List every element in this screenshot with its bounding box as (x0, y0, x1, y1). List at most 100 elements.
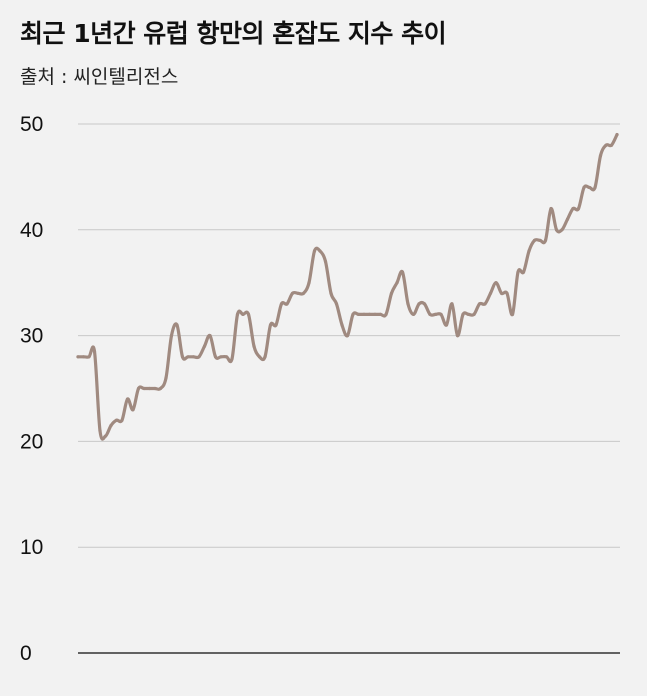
data-point (279, 302, 284, 306)
data-point (274, 323, 278, 327)
data-point (213, 355, 218, 359)
data-point (323, 259, 328, 264)
data-point (428, 312, 432, 316)
data-point (296, 291, 300, 295)
series-line-0 (76, 133, 619, 441)
data-point (241, 312, 245, 316)
data-point (263, 355, 267, 359)
data-point (510, 312, 515, 316)
data-point (142, 386, 146, 391)
data-point (461, 312, 465, 316)
data-point (615, 133, 619, 137)
data-point (499, 291, 504, 295)
data-point (439, 312, 443, 316)
data-point (576, 207, 581, 211)
data-point (208, 334, 212, 338)
data-point (230, 357, 234, 361)
series-group (76, 133, 619, 441)
data-point (505, 291, 509, 295)
data-point (378, 312, 383, 316)
data-point (422, 302, 427, 306)
data-point (351, 312, 355, 316)
data-point (417, 302, 421, 306)
data-point (301, 291, 306, 295)
data-point (285, 302, 289, 306)
y-tick-label-40: 40 (20, 219, 43, 242)
data-point (532, 238, 537, 242)
data-point (235, 312, 240, 316)
data-point (125, 397, 130, 401)
data-point (400, 270, 405, 274)
data-point (103, 434, 108, 438)
y-tick-label-20: 20 (20, 430, 43, 453)
y-tick-label-10: 10 (20, 536, 43, 559)
data-point (543, 238, 548, 242)
data-point (76, 355, 80, 359)
grid-lines (78, 123, 620, 654)
data-point (312, 249, 317, 253)
data-point (268, 323, 273, 327)
data-point (549, 207, 553, 211)
data-point (604, 143, 608, 147)
data-point (472, 312, 476, 316)
data-point (307, 281, 311, 285)
data-point (109, 423, 113, 428)
data-point (450, 302, 454, 306)
data-point (571, 207, 575, 211)
data-point (257, 355, 262, 359)
data-point (582, 185, 586, 190)
data-point (246, 312, 251, 316)
data-point (131, 408, 135, 412)
data-point (345, 334, 350, 338)
data-point (406, 302, 410, 306)
data-point (318, 249, 322, 253)
data-point (158, 386, 163, 391)
data-point (197, 355, 201, 359)
data-point (202, 344, 207, 348)
data-point (455, 334, 460, 338)
data-point (483, 302, 487, 306)
data-point (538, 238, 542, 242)
data-point (565, 217, 570, 221)
chart-source: 출처 : 씨인텔리전스 (20, 66, 179, 88)
data-point (81, 355, 86, 359)
data-point (98, 429, 102, 433)
data-point (186, 355, 190, 359)
data-point (444, 323, 449, 327)
data-point (153, 386, 157, 391)
data-point (180, 355, 185, 359)
data-point (560, 228, 564, 232)
data-point (367, 312, 372, 316)
y-tick-labels: 0 10 20 30 40 50 (20, 113, 43, 665)
data-point (224, 355, 229, 359)
data-point (554, 228, 559, 232)
data-point (384, 312, 388, 316)
data-point (609, 143, 614, 147)
y-tick-label-0: 0 (20, 642, 32, 665)
data-point (252, 344, 256, 348)
data-point (433, 312, 438, 316)
data-point (92, 349, 97, 354)
data-point (290, 291, 295, 295)
data-point (356, 312, 361, 316)
data-point (219, 355, 223, 359)
data-point (191, 355, 196, 359)
data-point (389, 291, 394, 295)
data-point (598, 154, 603, 158)
data-point (527, 249, 531, 253)
data-point (340, 323, 344, 327)
data-point (593, 185, 597, 190)
data-point (114, 418, 119, 422)
data-point (164, 376, 168, 380)
data-point (147, 386, 152, 391)
data-point (373, 312, 377, 316)
data-point (477, 302, 482, 306)
data-point (120, 418, 124, 422)
y-tick-label-50: 50 (20, 113, 43, 136)
data-point (175, 323, 179, 327)
y-tick-label-30: 30 (20, 325, 43, 348)
chart-title: 최근 1년간 유럽 항만의 혼잡도 지수 추이 (20, 19, 447, 48)
data-point (334, 302, 339, 306)
data-point (395, 281, 399, 285)
